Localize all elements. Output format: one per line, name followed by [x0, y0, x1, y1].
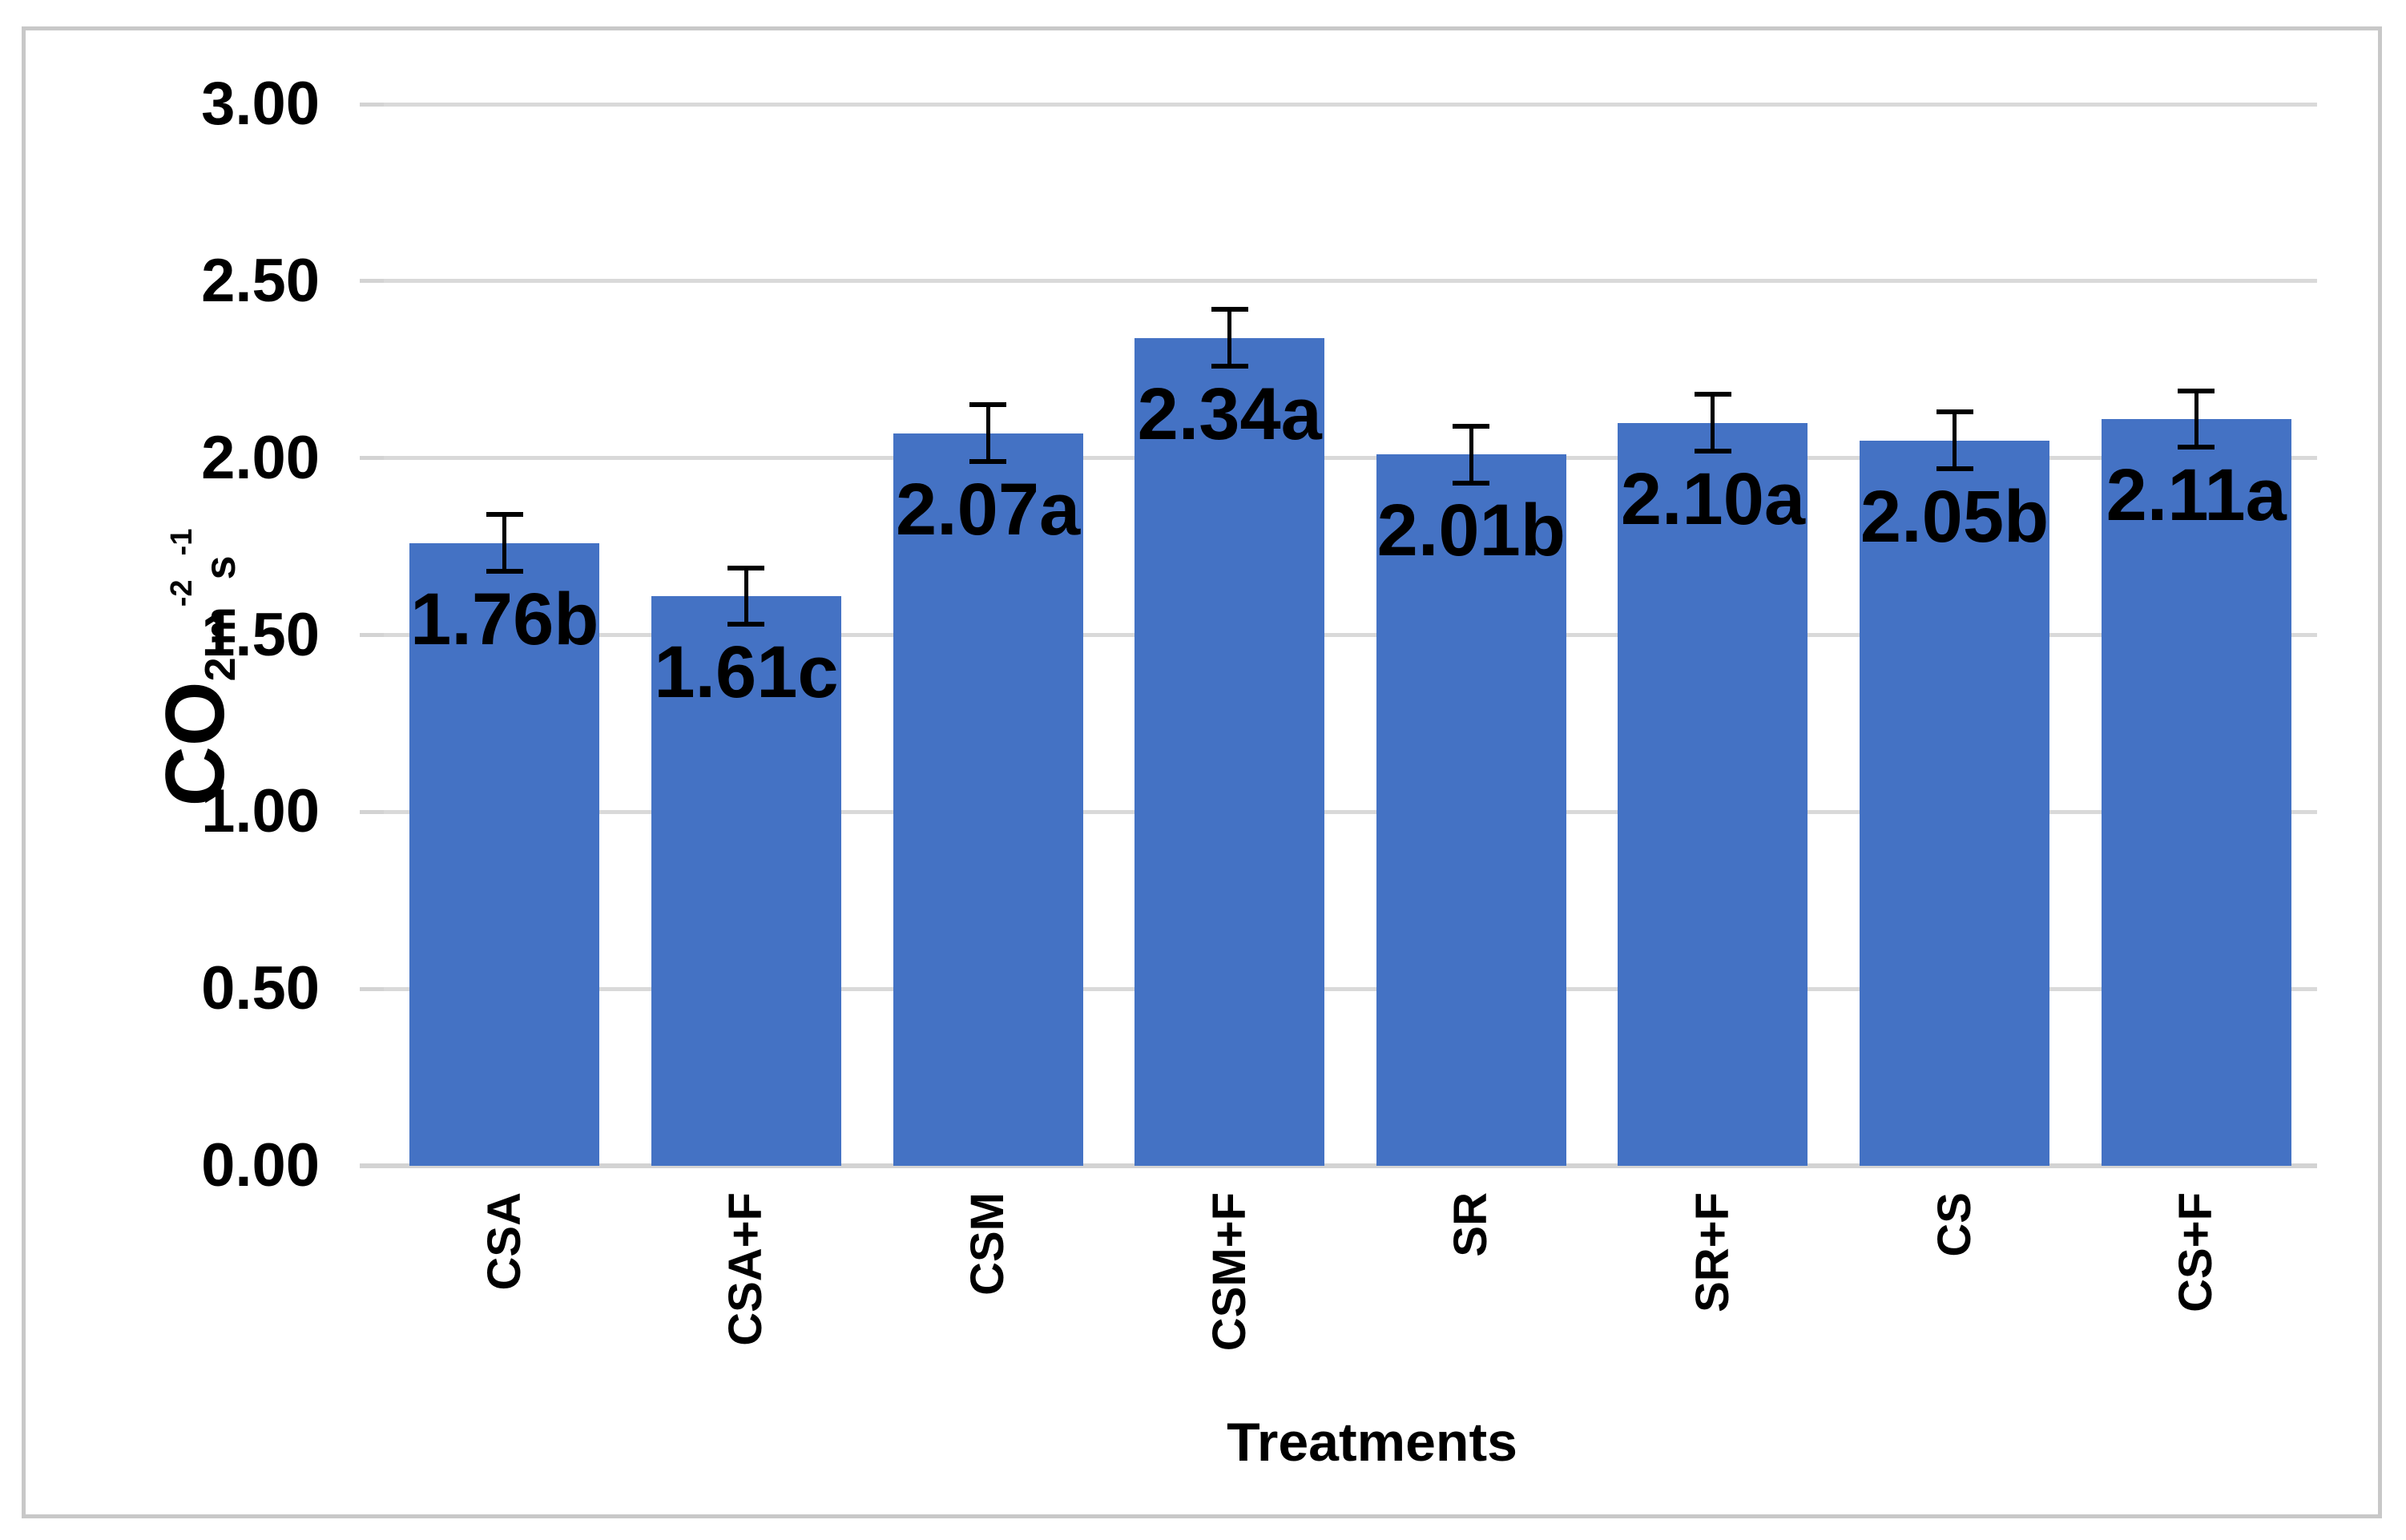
error-bar-cap-bottom [2178, 445, 2215, 450]
error-bar-cap-bottom [727, 622, 765, 627]
y-tick-label: 0.50 [201, 954, 320, 1023]
y-axis-title-unit2: s [196, 555, 244, 580]
error-bar-cap-top [1453, 423, 1490, 429]
error-bar-cap-bottom [1453, 480, 1490, 486]
error-bar-cap-bottom [486, 569, 523, 574]
y-tick-label: 3.00 [201, 70, 320, 138]
y-tick-label: 1.50 [201, 600, 320, 669]
x-axis-title: Treatments [1227, 1412, 1517, 1473]
error-bar-line [1469, 425, 1473, 483]
error-bar-cap-bottom [1694, 448, 1731, 454]
error-bar-cap-top [969, 402, 1007, 408]
y-axis-title-unit2-exp: -1 [165, 528, 199, 556]
y-axis-tick [360, 279, 384, 284]
x-category-label-text: CSM [961, 1192, 1014, 1296]
bar [1134, 337, 1325, 1166]
error-bar-cap-bottom [1211, 363, 1248, 369]
error-bar-cap-top [2178, 388, 2215, 393]
y-tick-label: 1.00 [201, 777, 320, 846]
error-bar-cap-top [486, 512, 523, 518]
bar [1376, 454, 1566, 1166]
bar-value-label: 2.05b [1860, 475, 2049, 558]
x-category-label-text: CSA [478, 1192, 530, 1291]
error-bar-line [985, 405, 990, 462]
bar [651, 595, 841, 1166]
y-axis-tick [360, 456, 384, 461]
bar-value-label: 1.61c [654, 631, 839, 713]
bar-value-label: 2.10a [1620, 458, 1806, 540]
error-bar-line [1953, 412, 1957, 469]
gridline [384, 102, 2317, 107]
error-bar-line [1227, 309, 1232, 366]
y-tick-label: 2.50 [201, 246, 320, 315]
chart-frame: CO2 m-2s-1 Treatments 0.00 0.50 1.00 1.50 2.… [22, 26, 2382, 1518]
bar [1618, 422, 1808, 1166]
bar-value-label: 1.76b [410, 578, 599, 660]
x-category-label-text: CSA+F [719, 1192, 772, 1346]
gridline [384, 986, 2317, 991]
error-bar-cap-top [1694, 392, 1731, 397]
bar [893, 433, 1083, 1166]
bar-value-label: 2.11a [2106, 454, 2287, 537]
x-category-label-text: CS+F [2170, 1192, 2223, 1312]
gridline [384, 456, 2317, 461]
x-category-label-text: CSM+F [1203, 1192, 1255, 1352]
x-axis-line [360, 1163, 2317, 1168]
y-axis-tick [360, 633, 384, 637]
gridline [384, 279, 2317, 284]
y-axis-tick [360, 986, 384, 991]
error-bar-cap-bottom [1936, 466, 1973, 471]
bar-value-label: 2.34a [1137, 373, 1322, 455]
bar [409, 542, 600, 1166]
error-bar-cap-top [1211, 307, 1248, 312]
gridline [384, 809, 2317, 814]
y-axis-tick [360, 102, 384, 107]
bar [1860, 440, 2050, 1166]
error-bar-cap-top [1936, 409, 1973, 415]
error-bar-cap-top [727, 565, 765, 570]
error-bar-line [1711, 394, 1715, 451]
error-bar-cap-bottom [969, 459, 1007, 465]
gridline [384, 633, 2317, 637]
bar-value-label: 2.01b [1376, 490, 1566, 572]
y-axis-tick [360, 809, 384, 814]
error-bar-line [744, 567, 748, 625]
x-category-label-text: SR+F [1686, 1192, 1739, 1312]
y-tick-label: 2.00 [201, 423, 320, 492]
error-bar-line [502, 514, 507, 571]
error-bar-line [2194, 390, 2198, 448]
x-category-label-text: SR [1445, 1192, 1497, 1257]
bar [2101, 419, 2291, 1166]
bar-value-label: 2.07a [895, 468, 1081, 550]
x-category-label-text: CS [1928, 1192, 1981, 1257]
y-tick-label: 0.00 [201, 1131, 320, 1199]
